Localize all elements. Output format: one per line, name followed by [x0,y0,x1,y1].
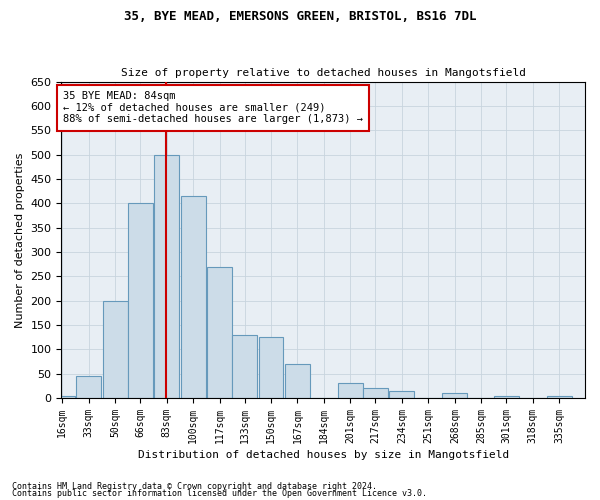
Bar [363,388,388,398]
Bar [494,396,519,398]
Bar [181,196,206,398]
Bar [207,266,232,398]
Text: 35 BYE MEAD: 84sqm
← 12% of detached houses are smaller (249)
88% of semi-detach: 35 BYE MEAD: 84sqm ← 12% of detached hou… [63,92,363,124]
Bar [154,154,179,398]
Bar [285,364,310,398]
Y-axis label: Number of detached properties: Number of detached properties [15,152,25,328]
Bar [259,337,283,398]
Text: 35, BYE MEAD, EMERSONS GREEN, BRISTOL, BS16 7DL: 35, BYE MEAD, EMERSONS GREEN, BRISTOL, B… [124,10,476,23]
Bar [547,396,572,398]
Bar [389,391,415,398]
Bar [128,204,152,398]
Bar [442,393,467,398]
Bar [76,376,101,398]
X-axis label: Distribution of detached houses by size in Mangotsfield: Distribution of detached houses by size … [137,450,509,460]
Text: Contains public sector information licensed under the Open Government Licence v3: Contains public sector information licen… [12,489,427,498]
Bar [232,335,257,398]
Bar [103,300,128,398]
Bar [50,396,74,398]
Text: Contains HM Land Registry data © Crown copyright and database right 2024.: Contains HM Land Registry data © Crown c… [12,482,377,491]
Bar [338,384,363,398]
Title: Size of property relative to detached houses in Mangotsfield: Size of property relative to detached ho… [121,68,526,78]
